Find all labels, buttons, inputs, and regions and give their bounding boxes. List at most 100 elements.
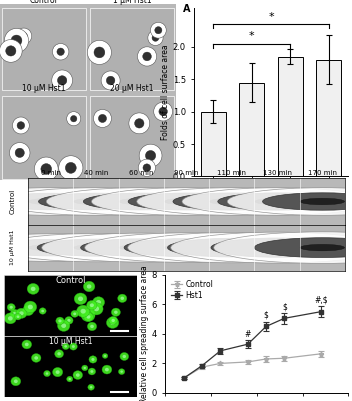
Circle shape: [0, 193, 108, 210]
Circle shape: [74, 244, 118, 251]
Circle shape: [20, 32, 27, 40]
Circle shape: [81, 309, 95, 322]
Bar: [2, 8, 86, 91]
Circle shape: [148, 30, 163, 45]
Bar: [90, 96, 174, 179]
Circle shape: [16, 28, 32, 44]
Circle shape: [92, 188, 282, 215]
Circle shape: [10, 306, 13, 309]
Circle shape: [0, 233, 193, 262]
Circle shape: [164, 244, 209, 251]
Circle shape: [300, 244, 345, 251]
Circle shape: [87, 41, 112, 65]
Circle shape: [57, 320, 70, 331]
Text: #,$: #,$: [314, 296, 328, 305]
Circle shape: [122, 355, 126, 358]
Circle shape: [0, 40, 22, 62]
Circle shape: [56, 317, 64, 325]
Circle shape: [87, 315, 90, 319]
X-axis label: Concentrations of Hst1 (μM): Concentrations of Hst1 (μM): [217, 196, 325, 205]
Circle shape: [31, 287, 36, 291]
Text: 170 min: 170 min: [308, 170, 337, 176]
Circle shape: [73, 371, 83, 379]
Circle shape: [106, 76, 115, 85]
Circle shape: [88, 384, 94, 390]
Circle shape: [81, 309, 86, 314]
Circle shape: [0, 188, 146, 215]
Circle shape: [83, 312, 93, 321]
Circle shape: [143, 164, 151, 172]
Circle shape: [85, 233, 288, 262]
Circle shape: [83, 193, 199, 210]
Circle shape: [254, 238, 352, 257]
Text: A: A: [183, 4, 190, 14]
Circle shape: [67, 111, 81, 126]
Circle shape: [134, 119, 144, 128]
Circle shape: [94, 306, 99, 311]
Circle shape: [137, 188, 327, 215]
Circle shape: [102, 353, 108, 358]
Circle shape: [1, 188, 191, 215]
Circle shape: [11, 35, 22, 46]
Circle shape: [128, 233, 336, 263]
Circle shape: [99, 114, 107, 123]
Circle shape: [82, 365, 88, 371]
Circle shape: [145, 150, 156, 161]
Circle shape: [138, 159, 156, 176]
Circle shape: [65, 316, 73, 324]
Circle shape: [62, 343, 69, 350]
Circle shape: [255, 198, 299, 205]
Circle shape: [11, 377, 21, 386]
Circle shape: [67, 319, 70, 322]
Circle shape: [19, 311, 24, 315]
Circle shape: [94, 109, 112, 128]
Circle shape: [52, 367, 63, 377]
Text: *: *: [268, 12, 274, 22]
Circle shape: [104, 355, 106, 357]
Circle shape: [210, 244, 254, 251]
Text: *: *: [249, 31, 254, 41]
Circle shape: [25, 343, 29, 346]
Circle shape: [211, 238, 343, 257]
Text: 10 μM Hst1: 10 μM Hst1: [22, 84, 66, 93]
Circle shape: [81, 239, 202, 257]
Text: 40 min: 40 min: [84, 170, 108, 176]
Circle shape: [6, 46, 16, 56]
Bar: [90, 8, 174, 91]
Circle shape: [89, 356, 97, 363]
Circle shape: [28, 305, 33, 309]
Circle shape: [27, 284, 39, 294]
Circle shape: [300, 198, 345, 205]
Circle shape: [90, 303, 103, 315]
Circle shape: [69, 343, 77, 350]
Circle shape: [109, 316, 118, 324]
Circle shape: [76, 305, 90, 317]
Circle shape: [110, 320, 115, 325]
Circle shape: [44, 371, 50, 377]
Circle shape: [120, 297, 124, 300]
Circle shape: [83, 281, 95, 292]
Circle shape: [218, 193, 337, 210]
Text: Control: Control: [30, 0, 58, 5]
Circle shape: [129, 113, 150, 134]
Circle shape: [83, 367, 86, 369]
Circle shape: [65, 162, 76, 173]
Circle shape: [150, 22, 166, 38]
Text: $: $: [282, 303, 287, 312]
Circle shape: [10, 143, 30, 163]
Bar: [239, 83, 264, 176]
Circle shape: [58, 319, 62, 322]
Circle shape: [39, 193, 153, 210]
Circle shape: [90, 325, 94, 328]
Circle shape: [67, 376, 73, 382]
Circle shape: [90, 386, 93, 389]
Circle shape: [114, 311, 118, 314]
Circle shape: [106, 317, 119, 328]
Text: 10 μM Hst1: 10 μM Hst1: [49, 337, 92, 346]
Circle shape: [119, 244, 163, 251]
Circle shape: [168, 238, 296, 257]
Circle shape: [14, 314, 21, 320]
Circle shape: [52, 70, 73, 91]
Circle shape: [16, 308, 27, 318]
Circle shape: [159, 107, 168, 116]
